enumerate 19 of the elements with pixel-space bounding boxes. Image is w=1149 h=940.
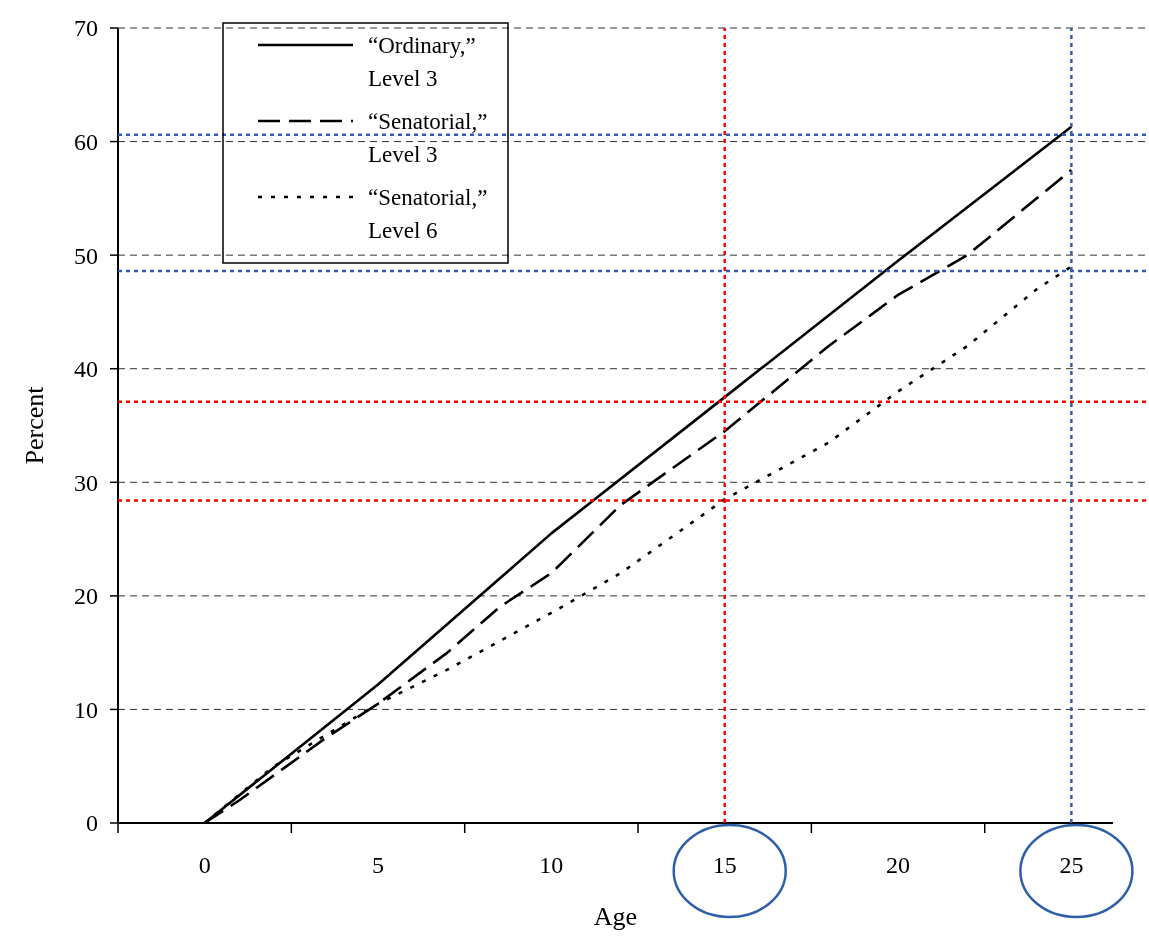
x-tick-label: 0 — [198, 852, 211, 878]
y-tick-label: 30 — [74, 469, 98, 496]
x-tick-label: 20 — [886, 852, 911, 878]
x-tick-label: 15 — [712, 852, 737, 878]
y-tick-label: 0 — [86, 810, 98, 837]
y-tick-label: 50 — [74, 242, 98, 269]
y-tick-label: 40 — [74, 356, 98, 383]
legend-label: “Senatorial,” Level 3 — [368, 109, 488, 167]
y-tick-label: 70 — [74, 15, 98, 42]
y-tick-label: 60 — [74, 128, 98, 155]
y-axis-title: Percent — [20, 385, 49, 465]
x-tick-label: 10 — [539, 852, 564, 878]
x-tick-label: 5 — [372, 852, 385, 878]
legend-label: “Ordinary,” Level 3 — [368, 33, 476, 91]
y-tick-label: 20 — [74, 583, 98, 610]
y-tick-label: 10 — [74, 696, 98, 723]
x-tick-label: 25 — [1059, 852, 1084, 878]
x-axis-title: Age — [593, 902, 638, 931]
legend-label: “Senatorial,” Level 6 — [368, 185, 488, 243]
